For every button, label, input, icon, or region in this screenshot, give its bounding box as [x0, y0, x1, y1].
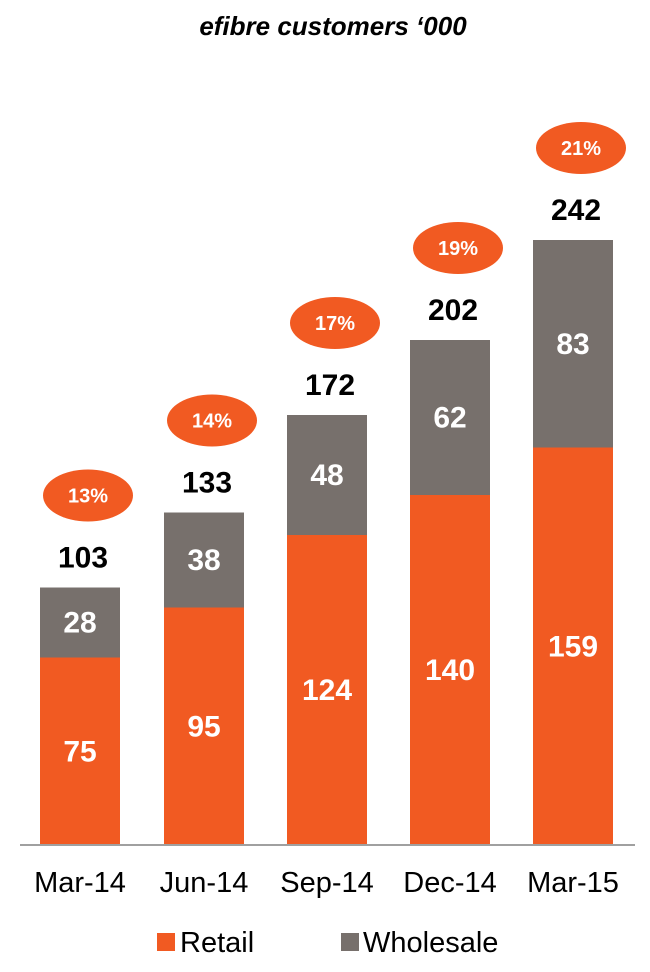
legend-swatch-retail — [157, 933, 175, 951]
percentage-label: 17% — [315, 313, 355, 335]
x-axis-ticks: Mar-14 Jun-14 Sep-14 Dec-14 Mar-15 — [34, 867, 619, 899]
total-label: 103 — [58, 542, 108, 575]
data-label-retail: 159 — [548, 630, 598, 663]
bar-retail-mar-14 — [40, 657, 120, 845]
data-label-wholesale: 48 — [310, 459, 343, 492]
total-label: 133 — [182, 467, 232, 500]
legend-swatch-wholesale — [341, 933, 359, 951]
percentage-label: 21% — [561, 138, 601, 160]
data-label-wholesale: 28 — [63, 607, 96, 640]
bar-wholesale-jun-14 — [164, 512, 244, 608]
percentage-label: 13% — [68, 486, 108, 508]
x-tick-label: Mar-14 — [34, 867, 126, 899]
legend-label-wholesale: Wholesale — [363, 927, 498, 959]
percentage-badge — [290, 297, 380, 349]
data-label-wholesale: 38 — [187, 544, 220, 577]
bar-wholesale-sep-14 — [287, 415, 367, 535]
data-label-retail: 140 — [425, 654, 475, 687]
percentage-badge — [167, 394, 257, 447]
total-label: 172 — [305, 369, 355, 402]
total-label: 202 — [428, 294, 478, 327]
percentage-label: 19% — [438, 238, 478, 260]
x-tick-label: Jun-14 — [160, 867, 249, 899]
data-label-wholesale: 62 — [433, 402, 466, 435]
chart-title: efibre customers ‘000 — [199, 11, 467, 41]
x-tick-label: Dec-14 — [403, 867, 497, 899]
bar-wholesale-mar-15 — [533, 240, 613, 448]
bar-retail-sep-14 — [287, 535, 367, 845]
data-label-retail: 95 — [187, 710, 220, 743]
bar-wholesale-dec-14 — [410, 340, 490, 495]
legend-label-retail: Retail — [180, 927, 254, 959]
bar-retail-jun-14 — [164, 607, 244, 845]
bar-retail-mar-15 — [533, 447, 613, 845]
legend: Retail Wholesale — [157, 927, 498, 959]
data-label-retail: 124 — [302, 674, 352, 707]
percentage-badge — [43, 469, 133, 522]
total-label: 242 — [551, 194, 601, 227]
percentage-label: 14% — [192, 411, 232, 433]
x-tick-label: Sep-14 — [280, 867, 374, 899]
bar-retail-dec-14 — [410, 495, 490, 845]
bars-group: 75 28 103 13% 95 38 133 14% 124 48 172 17% 140 62 202 1… — [40, 122, 626, 845]
data-label-retail: 75 — [63, 735, 96, 768]
percentage-badge — [536, 122, 626, 174]
bar-wholesale-mar-14 — [40, 587, 120, 658]
x-tick-label: Mar-15 — [527, 867, 619, 899]
data-label-wholesale: 83 — [556, 328, 589, 361]
percentage-badge — [413, 222, 503, 274]
